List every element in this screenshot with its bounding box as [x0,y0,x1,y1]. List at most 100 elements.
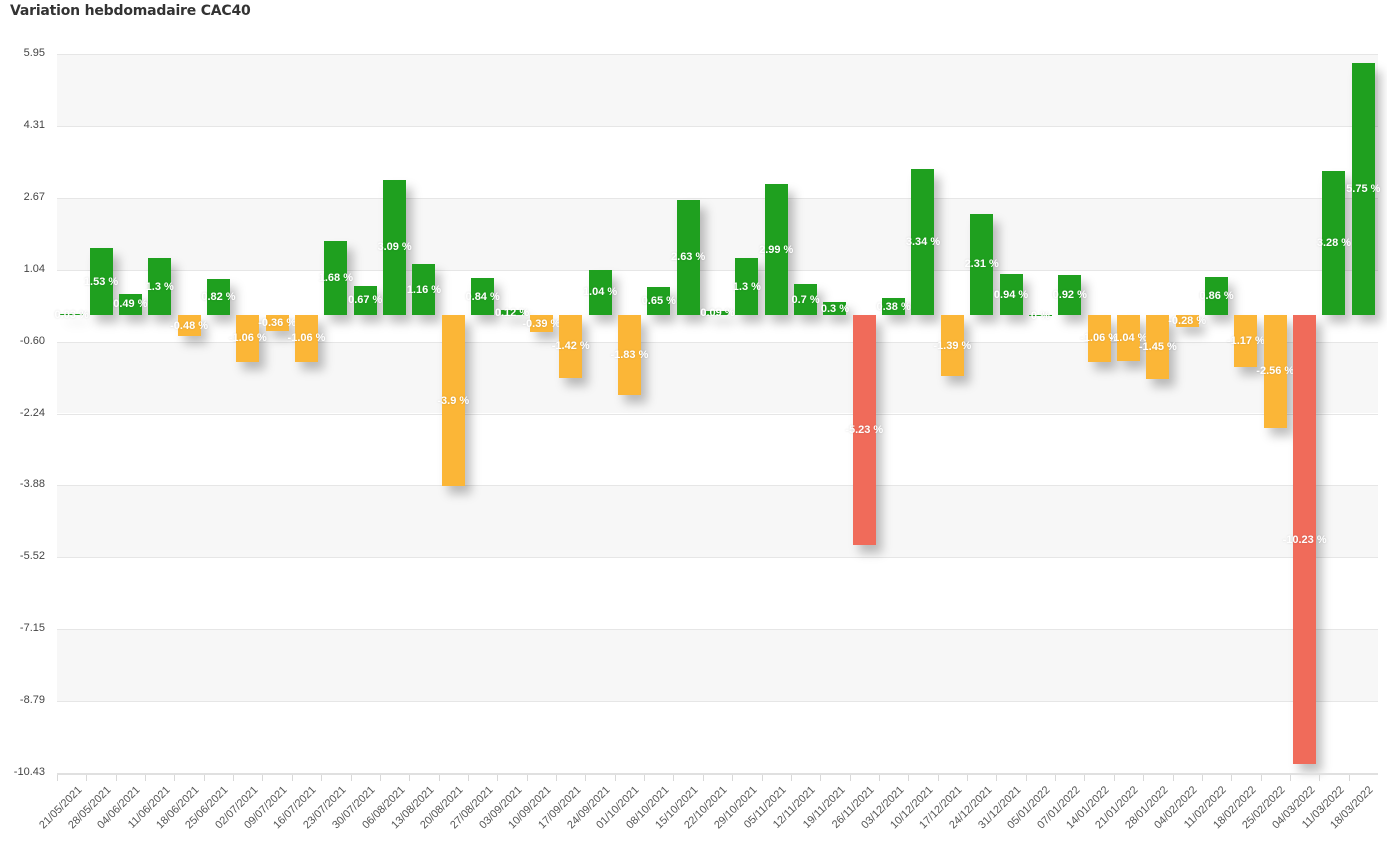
y-tick-label: 2.67 [23,190,45,203]
bar-value-label: 0.82 % [201,291,236,304]
gridline [57,557,1378,559]
bar[interactable]: 0.7 % [791,284,820,316]
bar[interactable]: -1.42 % [552,315,590,378]
gridline [57,125,1378,127]
y-tick-label: -10.43 [13,766,45,778]
x-tick [556,775,558,781]
x-tick [438,775,440,781]
bar[interactable]: 1.04 % [583,269,617,316]
bar[interactable]: 1.68 % [319,241,353,316]
grid-band [57,629,1378,701]
x-tick [1319,775,1321,781]
bar[interactable]: 0.3 % [821,302,849,316]
bar[interactable]: -1.39 % [933,315,971,377]
bar[interactable]: 0.09 % [700,307,734,319]
bar[interactable]: -1.06 % [229,315,267,362]
bar[interactable]: 1.16 % [407,264,441,316]
bar[interactable]: 0.12 % [495,307,529,319]
bar[interactable]: 3.09 % [377,179,412,316]
bar-value-label: -10.23 % [1282,533,1327,546]
bar[interactable]: -10.23 % [1283,315,1327,765]
bar[interactable]: 1.3 % [145,258,174,316]
bar-value-label: 3.09 % [377,241,412,254]
x-tick [1143,775,1145,781]
bar-value-label: 0.92 % [1052,288,1087,301]
bar[interactable]: 0 % [1028,310,1052,322]
bar-value-label: 2.63 % [671,251,706,264]
x-tick [702,775,704,781]
x-tick [233,775,235,781]
bar[interactable]: 5.75 % [1346,62,1380,316]
bar-value-label: 0 % [1030,309,1050,322]
bar-value-label: 1.68 % [318,272,353,285]
x-tick [1172,775,1174,781]
grid-band [57,197,1378,270]
x-tick [585,775,587,781]
bar[interactable]: 0.84 % [466,278,500,316]
bar[interactable]: 0.67 % [348,285,382,316]
bar[interactable]: 3.34 % [906,168,940,316]
bar-value-label: -3.9 % [437,394,470,407]
bar[interactable]: -3.9 % [437,315,469,487]
bar[interactable]: -1.45 % [1139,315,1177,379]
bar[interactable]: -1.06 % [1080,315,1118,362]
bar[interactable]: 0.38 % [877,298,911,316]
x-tick [1084,775,1086,781]
y-tick-label: -3.88 [19,478,45,491]
bar-value-label: 0.03 % [54,308,89,321]
bar-value-label: 3.34 % [905,235,941,248]
y-tick-label: -8.79 [19,694,45,706]
bar-value-label: 0.49 % [113,298,148,311]
bar[interactable]: 1.53 % [84,248,118,316]
chart-title: Variation hebdomadaire CAC40 [10,3,251,19]
bar[interactable]: -0.36 % [258,315,296,331]
x-tick [614,775,616,781]
bar-value-label: 0.12 % [494,306,530,319]
bar[interactable]: 2.99 % [759,183,793,316]
bar[interactable]: -0.39 % [522,315,560,333]
bar[interactable]: -1.17 % [1227,315,1265,367]
bar[interactable]: 0.86 % [1199,277,1234,316]
bar[interactable]: 0.49 % [113,293,148,316]
bar[interactable]: 3.28 % [1317,171,1351,316]
x-tick [1055,775,1057,781]
x-tick [1289,775,1291,781]
bar[interactable]: -0.48 % [170,315,208,337]
x-tick [174,775,176,781]
y-tick-label: -2.24 [19,406,45,419]
x-tick [1348,775,1350,781]
bar[interactable]: 0.65 % [642,286,676,316]
x-tick [321,775,323,781]
bar[interactable]: 0.94 % [994,273,1028,316]
bar[interactable]: -2.56 % [1256,315,1294,428]
gridline [57,413,1378,415]
bar[interactable]: 0.03 % [55,309,89,321]
x-tick [57,775,58,781]
bar-value-label: -1.17 % [1226,334,1265,347]
bar[interactable]: 2.31 % [965,213,999,316]
x-tick [673,775,675,781]
bar-value-label: 1.3 % [145,280,174,293]
bar[interactable]: 0.82 % [201,279,236,316]
bar[interactable]: -1.83 % [610,315,648,396]
bar[interactable]: -1.04 % [1110,315,1147,361]
bar[interactable]: -1.06 % [288,315,325,362]
grid-band [57,54,1378,126]
x-tick [1260,775,1262,781]
bar[interactable]: 1.3 % [733,258,761,316]
bar-value-label: -1.06 % [287,332,326,345]
bar-value-label: -1.06 % [1080,332,1119,345]
plot-area: 0.03 % 1.53 % 0.49 % 1.3 % -0.48 % 0.82 % -1.0… [55,54,1380,774]
gridline [57,54,1378,55]
bar[interactable]: -0.28 % [1168,315,1206,328]
bar[interactable]: 0.92 % [1053,274,1087,316]
bar[interactable]: 2.63 % [671,199,705,316]
bar-value-label: 0.86 % [1199,290,1234,303]
bar[interactable]: -5.23 % [845,315,883,545]
y-tick-label: 1.04 [23,262,45,275]
bar-value-label: -0.48 % [170,319,209,332]
bar-value-label: -1.83 % [610,349,649,362]
y-tick-label: -0.60 [19,334,45,347]
bar-value-label: 1.53 % [83,275,119,288]
bar-value-label: -0.28 % [1168,315,1207,328]
